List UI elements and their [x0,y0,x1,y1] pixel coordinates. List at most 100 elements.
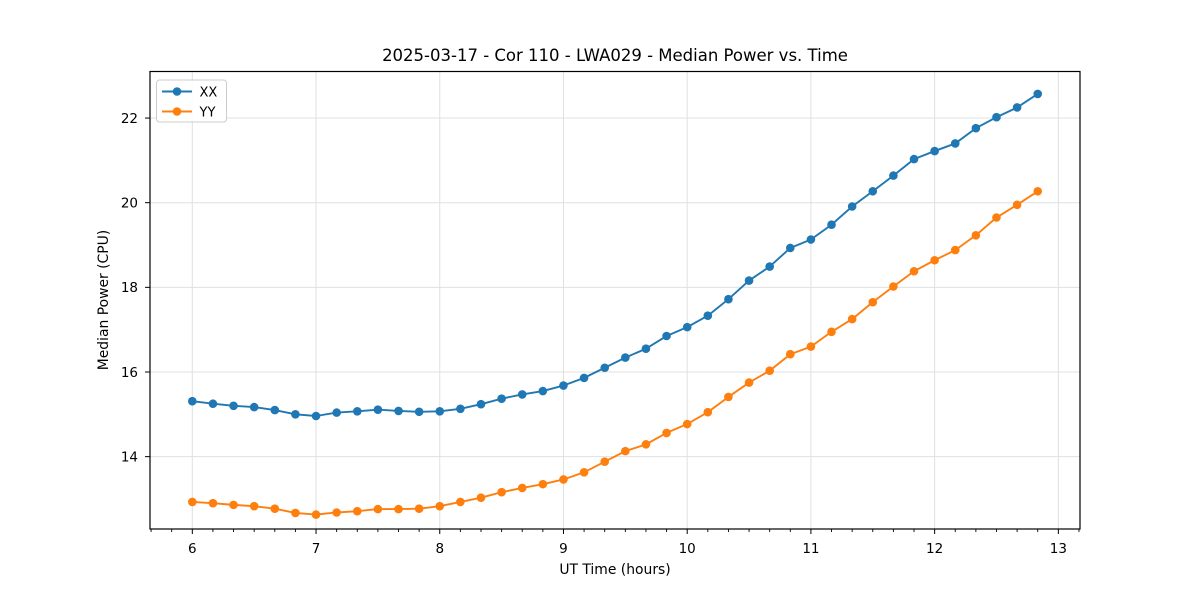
data-point-YY [332,508,341,517]
data-point-YY [1033,186,1043,196]
data-point-YY [785,349,795,359]
data-point-XX [538,386,548,396]
data-point-YY [889,282,898,291]
data-point-XX [394,406,403,416]
data-point-YY [229,500,238,510]
data-point-XX [208,399,218,409]
data-point-YY [497,487,506,497]
chart-title: 2025-03-17 - Cor 110 - LWA029 - Median P… [382,46,848,65]
data-point-XX [992,112,1001,122]
data-point-YY [703,407,713,417]
data-point-YY [868,297,878,307]
data-point-YY [208,498,218,508]
data-point-YY [744,378,754,387]
data-point-YY [394,504,403,514]
data-point-YY [765,366,774,376]
legend-item-XX: XX [162,85,217,100]
x-tick-label: 6 [188,541,197,557]
y-tick-label: 22 [121,111,138,127]
data-point-XX [373,405,383,414]
data-point-XX [229,401,238,411]
y-tick-label: 14 [121,449,138,465]
data-point-XX [744,276,754,285]
data-point-XX [682,322,692,332]
data-point-XX [332,408,341,417]
data-point-XX [827,220,836,230]
data-point-XX [621,353,630,362]
axes: 6 7 8 9 10 11 12 13 14 16 18 20 22 [121,70,1081,557]
data-point-XX [971,123,981,133]
data-point-XX [517,390,527,399]
data-point-YY [352,506,362,516]
data-point-XX [785,243,795,253]
data-point-YY [476,493,486,502]
data-point-XX [291,410,300,419]
data-point-YY [559,475,568,484]
data-point-XX [579,373,589,383]
data-point-XX [188,396,197,406]
data-point-YY [827,327,836,337]
x-tick-label: 13 [1050,541,1067,557]
data-point-XX [806,235,816,244]
data-point-XX [950,139,960,148]
legend-label: XX [200,85,218,100]
data-point-YY [682,419,692,429]
series [188,89,1043,519]
data-point-YY [291,508,300,518]
data-point-YY [641,440,651,449]
data-point-YY [517,483,527,493]
data-point-YY [188,497,197,507]
data-point-YY [249,501,259,511]
data-point-XX [1012,103,1022,112]
data-point-XX [249,402,259,412]
legend-marker-icon [172,87,182,96]
data-point-XX [930,146,939,156]
x-tick-label: 10 [679,541,696,557]
data-point-XX [435,407,445,416]
legend: XX YY [156,79,227,123]
x-axis-label: UT Time (hours) [559,562,670,578]
data-point-XX [311,411,321,421]
series-line-YY [191,190,1039,516]
data-point-YY [1012,200,1022,210]
data-point-YY [435,501,445,511]
data-point-XX [456,404,465,414]
data-point-YY [373,504,383,514]
x-tick-label: 8 [435,541,444,557]
y-tick-label: 16 [121,365,138,381]
data-point-YY [724,392,733,402]
data-point-XX [724,294,733,304]
data-point-YY [579,467,589,477]
data-point-YY [806,342,816,351]
y-axis-label: Median Power (CPU) [96,230,112,370]
data-point-YY [600,457,610,467]
data-point-XX [703,311,713,321]
data-point-YY [270,504,280,513]
grid [150,71,1080,529]
data-point-YY [311,510,321,519]
data-point-YY [992,213,1001,222]
y-tick-label: 20 [121,195,138,211]
legend-marker-icon [172,107,182,116]
data-point-YY [930,255,939,265]
data-point-XX [662,331,671,341]
data-point-YY [538,479,548,489]
data-point-XX [270,405,280,415]
data-point-XX [765,262,774,271]
series-YY [188,186,1043,519]
data-point-YY [414,504,424,513]
data-point-YY [662,428,671,438]
data-point-XX [909,154,919,164]
data-point-XX [641,344,651,354]
x-tick-label: 11 [802,541,819,557]
data-point-YY [456,497,465,507]
data-point-XX [559,381,568,390]
plot-frame [149,70,1081,530]
data-point-XX [476,399,486,409]
legend-label: YY [199,105,216,120]
series-XX [188,89,1043,421]
data-point-YY [950,245,960,255]
data-point-YY [621,446,630,456]
